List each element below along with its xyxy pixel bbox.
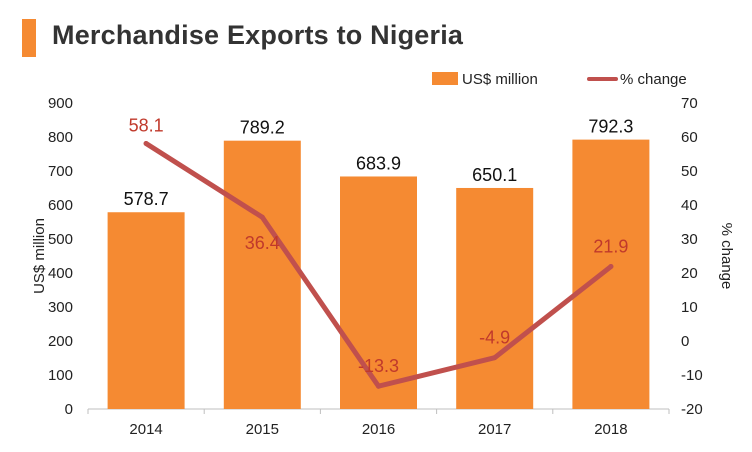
y2-tick-label: 70 [681,95,698,112]
line-value-label: -4.9 [479,328,510,348]
y-tick-label: 100 [48,367,73,384]
title-accent-bar [22,19,36,57]
y-axis-title: US$ million [31,218,48,294]
line-value-label: -13.3 [358,356,399,376]
axes: 0 100 200 300 400 500 600 700 800 900 -20 -10 0 10 20 3… [48,95,703,438]
y2-tick-label: 30 [681,231,698,248]
bar-value-label: 683.9 [356,153,401,173]
x-tick-label: 2014 [129,421,162,438]
x-tick-label: 2016 [362,421,395,438]
y2-tick-label: 0 [681,333,689,350]
bar [340,176,417,409]
x-tick-label: 2015 [246,421,279,438]
bar-value-label: 650.1 [472,165,517,185]
bar [223,140,301,409]
y2-tick-label: -10 [681,367,703,384]
legend-label-bars: US$ million [462,71,538,88]
y2-tick-label: -20 [681,401,703,418]
line-series: 58.1 36.4 -13.3 -4.9 21.9 [129,115,628,389]
y2-axis-title: % change [718,223,735,290]
line-point [143,140,149,146]
y2-tick-label: 50 [681,163,698,180]
line-point [492,355,498,361]
x-tick-label: 2018 [594,421,627,438]
line-value-label: 21.9 [593,237,628,257]
bar [456,187,534,409]
y-tick-label: 0 [65,401,73,418]
bar-value-label: 578.7 [124,189,169,209]
bar-series: 578.7 789.2 683.9 650.1 792.3 [107,117,650,410]
line-point [376,383,381,389]
legend-swatch-bars [432,72,458,85]
line-value-label: 58.1 [129,115,164,135]
y-tick-label: 500 [48,231,73,248]
y2-tick-label: 10 [681,299,698,316]
bar [107,212,185,409]
y2-tick-label: 20 [681,265,698,282]
y-tick-label: 300 [48,299,73,316]
x-tick-label: 2017 [478,421,511,438]
y-tick-label: 700 [48,163,73,180]
bar [572,139,650,410]
line-value-label: 36.4 [245,233,280,253]
legend-label-line: % change [620,71,687,88]
line-point [259,214,265,220]
line-point [608,264,614,270]
y-tick-label: 900 [48,95,73,112]
y-tick-label: 200 [48,333,73,350]
y2-tick-label: 60 [681,129,698,146]
y-tick-label: 600 [48,197,73,214]
bar-value-label: 792.3 [588,117,633,137]
y-tick-label: 400 [48,265,73,282]
legend: US$ million % change [432,71,687,88]
y-tick-label: 800 [48,129,73,146]
y2-tick-label: 40 [681,197,698,214]
chart-title: Merchandise Exports to Nigeria [52,20,464,50]
bar-value-label: 789.2 [240,118,285,138]
